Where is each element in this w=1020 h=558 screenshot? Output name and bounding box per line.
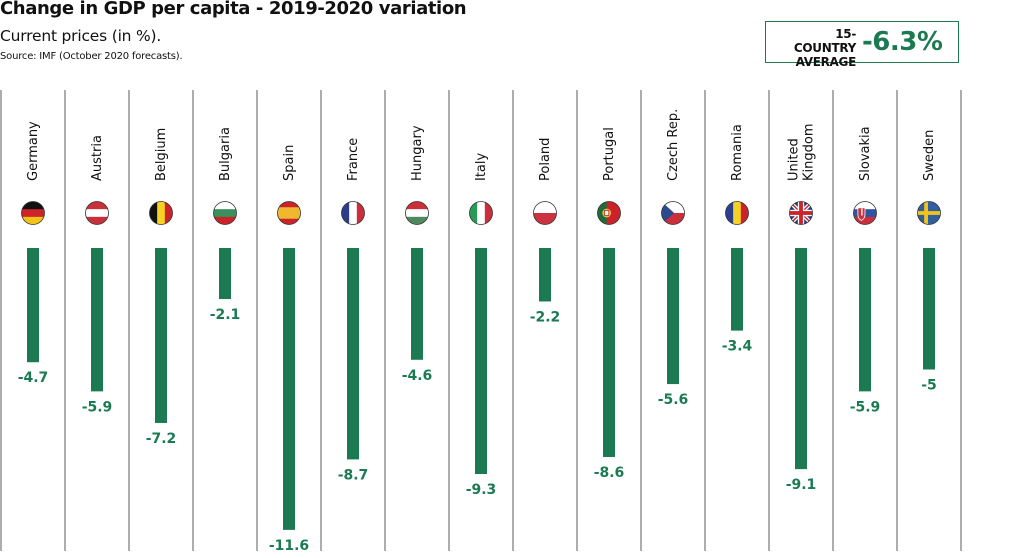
country-label: Austria bbox=[90, 135, 105, 181]
value-label: -8.7 bbox=[338, 467, 369, 483]
value-label: -5.9 bbox=[850, 399, 881, 415]
bar-portugal bbox=[603, 248, 615, 457]
flag-outline bbox=[21, 201, 45, 225]
average-label-line1: 15-COUNTRY bbox=[793, 27, 856, 55]
poland-flag-icon bbox=[533, 201, 557, 225]
germany-flag-icon bbox=[21, 201, 45, 225]
average-value: -6.3% bbox=[862, 27, 943, 57]
belgium-flag-icon bbox=[149, 201, 173, 225]
bar-slovakia bbox=[859, 248, 871, 392]
chart-subtitle: Current prices (in %). bbox=[0, 27, 162, 45]
flag-outline bbox=[213, 201, 237, 225]
bar-belgium bbox=[155, 248, 167, 423]
value-label: -5.6 bbox=[658, 392, 689, 408]
flag-outline bbox=[725, 201, 749, 225]
spain-flag-icon bbox=[277, 201, 301, 225]
bar-spain bbox=[283, 248, 295, 530]
country-label: Czech Rep. bbox=[666, 109, 681, 181]
value-label: -5 bbox=[921, 378, 937, 394]
bar-italy bbox=[475, 248, 487, 474]
flag-outline bbox=[597, 201, 621, 225]
austria-flag-icon bbox=[85, 201, 109, 225]
bar-france bbox=[347, 248, 359, 460]
value-label: -2.1 bbox=[210, 307, 241, 323]
value-label: -9.3 bbox=[466, 482, 497, 498]
value-label: -3.4 bbox=[722, 339, 753, 355]
flag-outline bbox=[405, 201, 429, 225]
flag-outline bbox=[85, 201, 109, 225]
chart-title: Change in GDP per capita - 2019-2020 var… bbox=[0, 0, 467, 19]
flag-outline bbox=[469, 201, 493, 225]
bar-hungary bbox=[411, 248, 423, 360]
country-label: Slovakia bbox=[858, 126, 873, 181]
country-label: Hungary bbox=[410, 125, 425, 181]
bar-czech-rep bbox=[667, 248, 679, 385]
flag-outline bbox=[533, 201, 557, 225]
country-label: Poland bbox=[538, 138, 553, 181]
value-label: -8.6 bbox=[594, 465, 625, 481]
france-flag-icon bbox=[341, 201, 365, 225]
hungary-flag-icon bbox=[405, 201, 429, 225]
bar-germany bbox=[27, 248, 39, 363]
country-label: United bbox=[787, 138, 802, 181]
sweden-flag-icon bbox=[917, 201, 941, 225]
flag-outline bbox=[341, 201, 365, 225]
country-label: Spain bbox=[282, 145, 297, 181]
czech-republic-flag-icon bbox=[661, 201, 685, 225]
flag-outline bbox=[917, 201, 941, 225]
average-callout: 15-COUNTRY AVERAGE -6.3% bbox=[765, 21, 959, 69]
value-label: -9.1 bbox=[786, 477, 817, 493]
country-label: Portugal bbox=[602, 127, 617, 181]
value-label: -5.9 bbox=[82, 399, 113, 415]
value-label: -4.7 bbox=[18, 370, 49, 386]
flag-outline bbox=[853, 201, 877, 225]
italy-flag-icon bbox=[469, 201, 493, 225]
value-label: -11.6 bbox=[269, 538, 309, 554]
flag-outline bbox=[149, 201, 173, 225]
bulgaria-flag-icon bbox=[213, 201, 237, 225]
value-label: -7.2 bbox=[146, 431, 177, 447]
bar-united-kingdom bbox=[795, 248, 807, 470]
value-label: -2.2 bbox=[530, 309, 561, 325]
united-kingdom-flag-icon bbox=[789, 201, 813, 225]
slovakia-flag-icon bbox=[853, 201, 877, 225]
bar-austria bbox=[91, 248, 103, 392]
bar-bulgaria bbox=[219, 248, 231, 300]
country-label: Italy bbox=[474, 152, 489, 181]
source-note: Source: IMF (October 2020 forecasts). bbox=[0, 51, 183, 62]
average-label-line2: AVERAGE bbox=[795, 55, 857, 69]
portugal-flag-icon bbox=[597, 201, 621, 225]
bar-romania bbox=[731, 248, 743, 331]
bar-sweden bbox=[923, 248, 935, 370]
flag-outline bbox=[789, 201, 813, 225]
romania-flag-icon bbox=[725, 201, 749, 225]
country-label: Romania bbox=[730, 124, 745, 181]
country-label: Bulgaria bbox=[218, 127, 233, 181]
country-label: France bbox=[346, 138, 361, 181]
bar-poland bbox=[539, 248, 551, 302]
flag-outline bbox=[661, 201, 685, 225]
value-label: -4.6 bbox=[402, 368, 433, 384]
country-label: Kingdom bbox=[802, 124, 817, 182]
flag-outline bbox=[277, 201, 301, 225]
country-label: Sweden bbox=[922, 130, 937, 181]
country-label: Germany bbox=[26, 121, 41, 181]
country-label: Belgium bbox=[154, 128, 169, 181]
average-label: 15-COUNTRY AVERAGE bbox=[774, 27, 856, 69]
